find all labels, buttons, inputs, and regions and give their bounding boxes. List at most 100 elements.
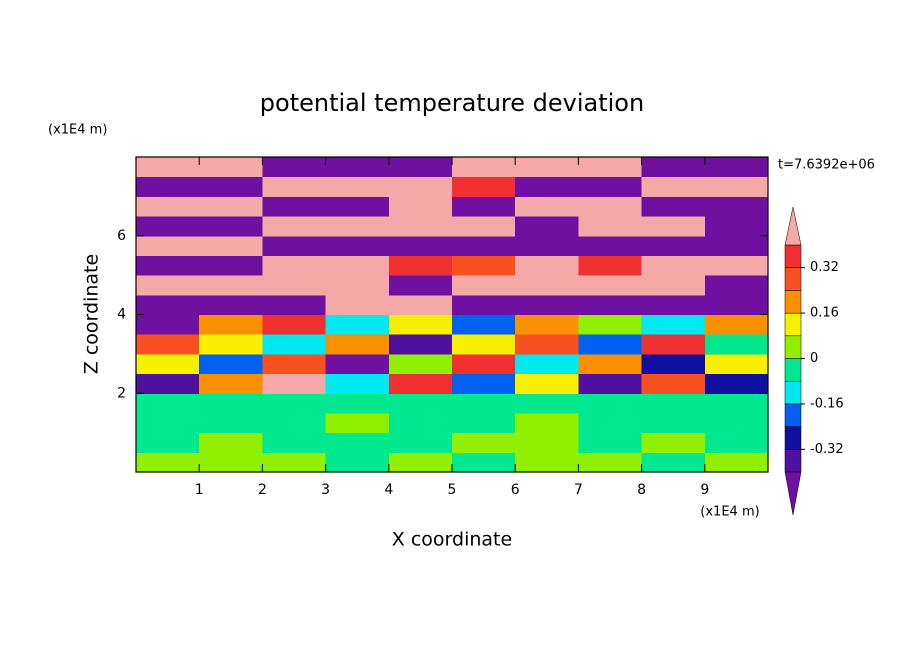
contour-cell bbox=[388, 412, 453, 434]
colorbar-segment bbox=[784, 358, 802, 382]
contour-cell bbox=[262, 216, 327, 237]
x-unit: (x1E4 m) bbox=[700, 505, 759, 520]
contour-cell bbox=[515, 353, 579, 375]
contour-cell bbox=[262, 235, 327, 256]
contour-cell bbox=[641, 432, 706, 453]
contour-cell bbox=[325, 157, 390, 178]
contour-cell bbox=[388, 196, 453, 217]
contour-cell bbox=[515, 216, 579, 237]
colorbar-segment bbox=[784, 267, 802, 291]
contour-cell bbox=[325, 176, 390, 197]
contour-cell bbox=[452, 216, 516, 237]
contour-cell bbox=[199, 235, 263, 256]
y-axis-label: Z coordinate bbox=[81, 254, 103, 374]
contour-cell bbox=[136, 294, 200, 315]
colorbar-tick-label: 0.16 bbox=[810, 306, 839, 321]
contour-cell bbox=[262, 157, 327, 178]
contour-cell bbox=[578, 255, 643, 276]
contour-cell bbox=[452, 176, 516, 197]
contour-cell bbox=[136, 412, 200, 434]
y-unit: (x1E4 m) bbox=[48, 123, 107, 138]
contour-cell bbox=[136, 452, 200, 473]
contour-cell bbox=[578, 235, 643, 256]
contour-cell bbox=[641, 176, 706, 197]
colorbar-tick-label: -0.16 bbox=[810, 396, 844, 411]
contour-cell bbox=[515, 294, 579, 315]
contour-cell bbox=[515, 393, 579, 414]
contour-cell bbox=[388, 452, 453, 473]
contour-cell bbox=[388, 373, 453, 394]
contour-cell bbox=[578, 176, 643, 197]
contour-cell bbox=[452, 353, 516, 375]
contour-cell bbox=[325, 255, 390, 276]
contour-cell bbox=[388, 393, 453, 414]
contour-cell bbox=[199, 176, 263, 197]
contour-cell bbox=[641, 452, 706, 473]
contour-cell bbox=[325, 334, 390, 355]
contour-cell bbox=[704, 157, 769, 178]
contour-cell bbox=[262, 196, 327, 217]
contour-cell bbox=[452, 393, 516, 414]
x-tick-label: 4 bbox=[384, 482, 393, 498]
contour-cell bbox=[641, 275, 706, 296]
contour-cell bbox=[199, 452, 263, 473]
contour-cell bbox=[704, 412, 769, 434]
x-tick-label: 5 bbox=[448, 482, 457, 498]
contour-cell bbox=[136, 157, 200, 178]
contour-cell bbox=[388, 314, 453, 335]
contour-cell bbox=[262, 294, 327, 315]
contour-cell bbox=[515, 157, 579, 178]
contour-cell bbox=[515, 432, 579, 453]
contour-cell bbox=[704, 432, 769, 453]
x-axis-label: X coordinate bbox=[392, 529, 512, 551]
colorbar-tick-label: -0.32 bbox=[810, 442, 844, 457]
contour-cell bbox=[262, 432, 327, 453]
x-tick-label: 2 bbox=[258, 482, 267, 498]
contour-cell bbox=[136, 275, 200, 296]
contour-cell bbox=[704, 373, 769, 394]
contour-cell bbox=[641, 235, 706, 256]
colorbar-tick-label: 0.32 bbox=[810, 260, 839, 275]
contour-cell bbox=[262, 393, 327, 414]
contour-cell bbox=[325, 275, 390, 296]
contour-cell bbox=[325, 412, 390, 434]
x-tick-label: 6 bbox=[511, 482, 520, 498]
contour-cell bbox=[578, 432, 643, 453]
contour-cell bbox=[199, 216, 263, 237]
contour-cell bbox=[578, 275, 643, 296]
colorbar-segment bbox=[784, 449, 802, 473]
colorbar-segment bbox=[784, 290, 802, 314]
colorbar-segment bbox=[784, 380, 802, 405]
contour-cell bbox=[515, 255, 579, 276]
contour-cell bbox=[452, 275, 516, 296]
contour-cell bbox=[641, 393, 706, 414]
contour-cell bbox=[578, 412, 643, 434]
contour-cell bbox=[199, 294, 263, 315]
contour-cell bbox=[641, 196, 706, 217]
time-annotation: t=7.6392e+06 bbox=[778, 158, 875, 173]
contour-cell bbox=[325, 452, 390, 473]
contour-cell bbox=[641, 157, 706, 178]
contour-cell bbox=[388, 255, 453, 276]
contour-cell bbox=[262, 334, 327, 355]
contour-cell bbox=[452, 157, 516, 178]
contour-cell bbox=[199, 432, 263, 453]
colorbar-extend-low bbox=[784, 471, 802, 516]
contour-cell bbox=[452, 432, 516, 453]
contour-cell bbox=[262, 412, 327, 434]
contour-cell bbox=[578, 196, 643, 217]
contour-cell bbox=[704, 255, 769, 276]
contour-cell bbox=[578, 452, 643, 473]
contour-cell bbox=[325, 432, 390, 453]
contour-cell bbox=[515, 275, 579, 296]
contour-cell bbox=[515, 412, 579, 434]
contour-cell bbox=[515, 373, 579, 394]
y-tick-label: 6 bbox=[117, 228, 126, 244]
y-tick-label: 4 bbox=[117, 307, 126, 323]
x-tick-label: 1 bbox=[195, 482, 204, 498]
contour-cell bbox=[578, 294, 643, 315]
contour-cell bbox=[136, 432, 200, 453]
contour-cell bbox=[704, 334, 769, 355]
contour-cell bbox=[325, 353, 390, 375]
